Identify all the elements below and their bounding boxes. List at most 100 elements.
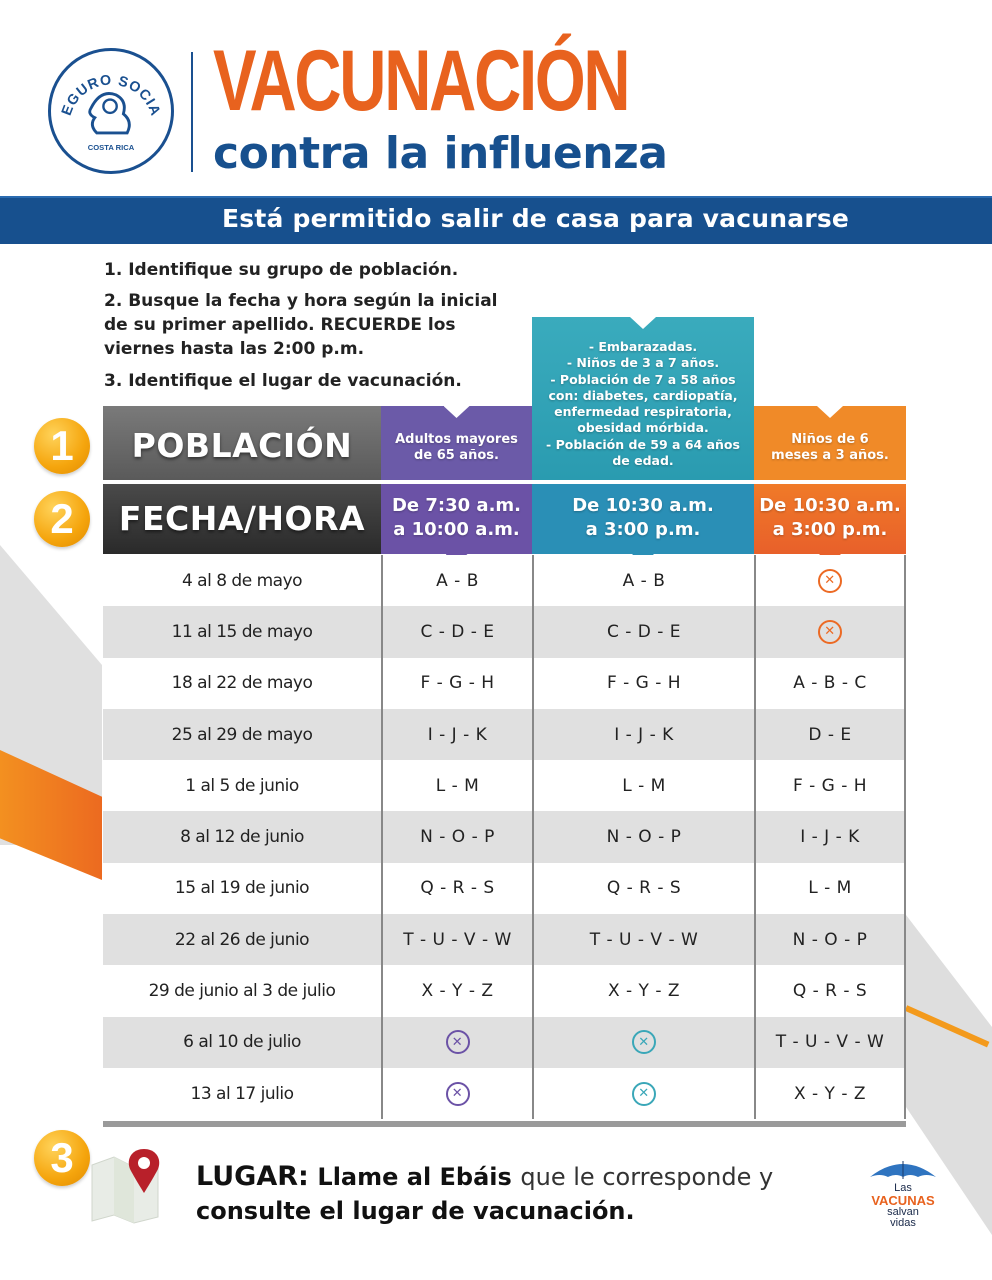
location-instructions: LUGAR: Llame al Ebáis que le corresponde… <box>196 1160 773 1228</box>
letters-cell: N - O - P <box>532 811 754 863</box>
letters-cell: T - U - V - W <box>532 914 754 966</box>
date-cell: 4 al 8 de mayo <box>181 570 303 591</box>
logo-text-las: Las <box>894 1182 912 1194</box>
column-2-time: De 10:30 a.m. a 3:00 p.m. <box>532 484 754 564</box>
not-applicable-cell: ✕ <box>532 1016 754 1068</box>
column-2-population: - Embarazadas. - Niños de 3 a 7 años. - … <box>532 317 754 480</box>
date-cell: 15 al 19 de junio <box>174 878 310 899</box>
letters-cell: X - Y - Z <box>532 965 754 1017</box>
date-cell: 22 al 26 de junio <box>174 929 310 950</box>
letters-cell: L - M <box>532 760 754 812</box>
letters-cell: N - O - P <box>381 811 532 863</box>
letters-cell: Q - R - S <box>754 965 906 1017</box>
seguro-social-emblem-icon: SEGURO SOCIAL COSTA RICA <box>46 39 163 152</box>
instruction-3: 3. Identifique el lugar de vacunación. <box>104 371 462 391</box>
letters-cell: C - D - E <box>381 606 532 658</box>
column-1-population: Adultos mayores de 65 años. <box>381 406 532 480</box>
date-cell: 25 al 29 de mayo <box>171 724 313 745</box>
letters-cell: I - J - K <box>754 811 906 863</box>
lugar-line-2: consulte el lugar de vacunación. <box>196 1197 635 1225</box>
date-cell: 8 al 12 de junio <box>180 827 304 848</box>
seguro-social-logo: SEGURO SOCIAL COSTA RICA <box>46 39 174 174</box>
letters-cell: I - J - K <box>381 708 532 761</box>
letters-cell: T - U - V - W <box>381 914 532 966</box>
letters-cell: F - G - H <box>381 657 532 709</box>
circle-x-icon: ✕ <box>445 1081 470 1106</box>
table-row: 6 al 10 de julio ✕ ✕ T - U - V - W <box>103 1016 906 1068</box>
not-applicable-cell: ✕ <box>381 1016 532 1068</box>
instruction-2-line-3: viernes hasta las 2:00 p.m. <box>104 339 365 359</box>
row-label-poblacion: POBLACIÓN <box>103 406 381 480</box>
letters-cell: X - Y - Z <box>381 965 532 1017</box>
letters-cell: L - M <box>754 862 906 915</box>
population-line: de 65 años. <box>414 448 499 463</box>
circle-x-icon: ✕ <box>445 1030 470 1055</box>
instruction-2-line-1: 2. Busque la fecha y hora según la inici… <box>104 291 498 311</box>
not-applicable-cell: ✕ <box>754 606 906 658</box>
population-line: - Niños de 3 a 7 años. <box>566 355 720 371</box>
letters-cell: A - B <box>532 555 754 607</box>
time-line: De 10:30 a.m. <box>572 495 714 516</box>
notch <box>817 406 843 418</box>
letters-cell: I - J - K <box>532 708 754 761</box>
circle-x-icon: ✕ <box>818 568 842 593</box>
population-line: con: diabetes, cardiopatía, <box>548 387 738 403</box>
column-1-time: De 7:30 a.m. a 10:00 a.m. <box>381 484 532 564</box>
not-applicable-cell: ✕ <box>754 555 906 607</box>
letters-cell: C - D - E <box>532 606 754 658</box>
time-line: a 10:00 a.m. <box>393 519 520 540</box>
date-cell: 1 al 5 de junio <box>185 775 299 796</box>
time-line: De 7:30 a.m. <box>391 495 522 516</box>
letters-cell: X - Y - Z <box>754 1067 906 1120</box>
svg-text:COSTA RICA: COSTA RICA <box>88 143 135 152</box>
letters-cell: N - O - P <box>754 914 906 966</box>
step-2-badge: 2 <box>34 491 90 547</box>
table-row: 13 al 17 julio ✕ ✕ X - Y - Z <box>103 1067 906 1120</box>
letters-cell: Q - R - S <box>381 862 532 915</box>
row-label-fecha-hora: FECHA/HORA <box>103 484 381 554</box>
not-applicable-cell: ✕ <box>381 1067 532 1120</box>
circle-x-icon: ✕ <box>632 1030 656 1055</box>
population-line: - Embarazadas. <box>588 339 698 354</box>
letters-cell: T - U - V - W <box>754 1016 906 1068</box>
letters-cell: A - B <box>381 555 532 607</box>
circle-x-icon: ✕ <box>818 619 842 644</box>
table-bottom-bar <box>103 1121 906 1127</box>
letters-cell: D - E <box>754 708 906 761</box>
column-3-population: Niños de 6 meses a 3 años. <box>754 406 906 480</box>
letters-cell: Q - R - S <box>532 862 754 915</box>
not-applicable-cell: ✕ <box>532 1067 754 1120</box>
population-line: de edad. <box>612 453 674 469</box>
banner-text: Está permitido salir de casa para vacuna… <box>222 204 850 233</box>
logo-text-vidas: vidas <box>890 1217 916 1229</box>
circle-x-icon: ✕ <box>632 1081 656 1106</box>
population-line: - Población de 7 a 58 años <box>550 371 736 387</box>
step-3-badge: 3 <box>34 1130 90 1186</box>
lugar-corresponde: que le corresponde y <box>520 1163 774 1191</box>
page-subtitle: contra la influenza <box>213 128 668 179</box>
population-line: meses a 3 años. <box>771 448 889 463</box>
lugar-label: LUGAR: <box>196 1161 309 1192</box>
map-pin-icon <box>88 1145 168 1225</box>
logo-text-vacunas: VACUNAS <box>871 1193 935 1208</box>
instruction-2-line-2: de su primer apellido. RECUERDE los <box>104 315 456 335</box>
column-3-time: De 10:30 a.m. a 3:00 p.m. <box>754 484 906 564</box>
logo-text-salvan: salvan <box>887 1206 919 1218</box>
date-cell: 11 al 15 de mayo <box>171 621 313 642</box>
page-title: VACUNACIÓN <box>213 33 631 129</box>
population-line: Adultos mayores <box>395 432 518 447</box>
time-line: a 3:00 p.m. <box>772 519 888 540</box>
time-line: a 3:00 p.m. <box>585 519 701 540</box>
letters-cell: L - M <box>381 760 532 812</box>
letters-cell: F - G - H <box>532 657 754 709</box>
notch <box>630 317 656 329</box>
population-line: Niños de 6 <box>791 432 869 447</box>
step-1-badge: 1 <box>34 418 90 474</box>
